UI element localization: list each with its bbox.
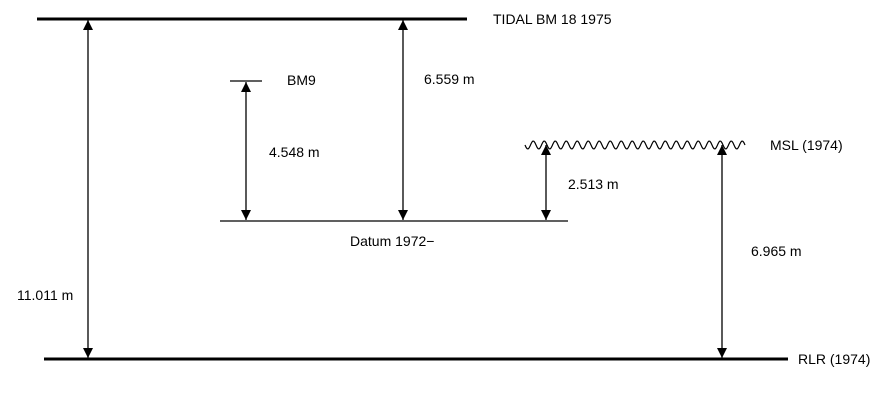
tidal-to-datum-measurement: 6.559 m: [424, 71, 475, 87]
msl-label: MSL (1974): [770, 137, 843, 153]
bm9-to-datum-measurement: 4.548 m: [269, 144, 320, 160]
bm9-label: BM9: [287, 72, 316, 88]
datum-label: Datum 1972−: [350, 233, 434, 249]
rlr-label: RLR (1974): [798, 351, 870, 367]
tidal-bm-label: TIDAL BM 18 1975: [493, 11, 612, 27]
tidal-to-rlr-measurement: 11.011 m: [17, 287, 73, 303]
msl-to-datum-measurement: 2.513 m: [568, 176, 619, 192]
msl-to-rlr-measurement: 6.965 m: [751, 243, 802, 259]
msl-wavy-line: [524, 140, 746, 150]
